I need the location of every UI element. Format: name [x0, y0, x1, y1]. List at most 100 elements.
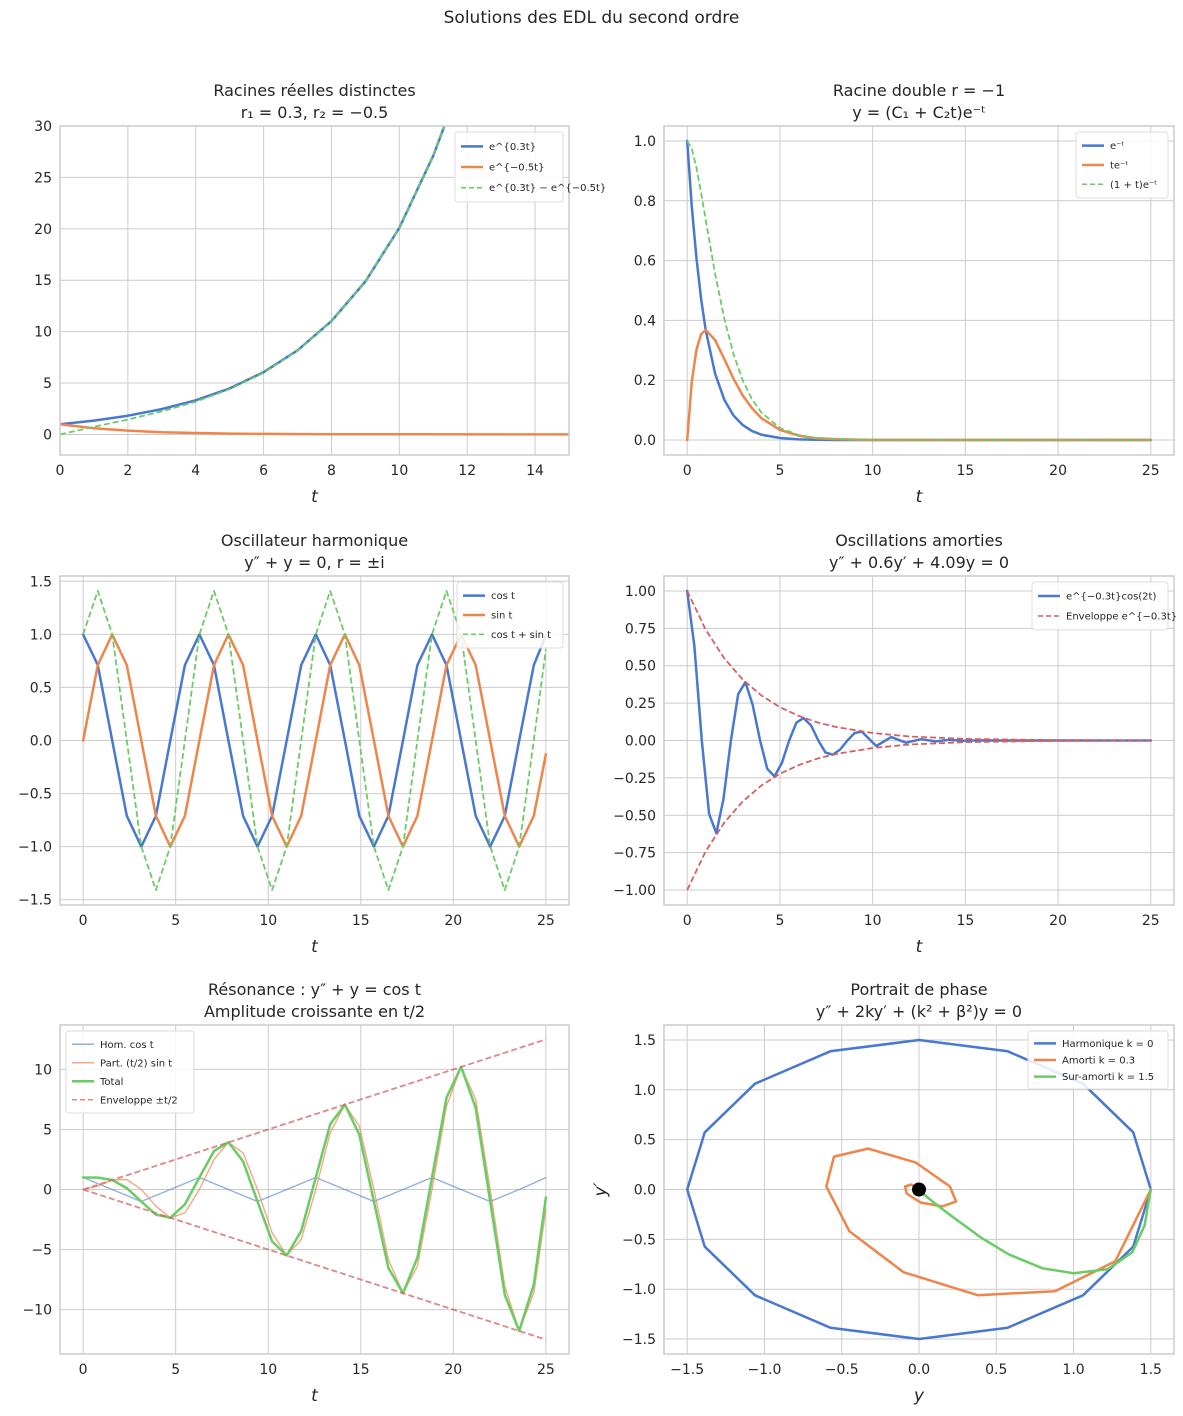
x-tick-label: 10 — [864, 913, 882, 929]
legend-label: e^{−0.3t}cos(2t) — [1066, 592, 1156, 603]
x-tick-label: 15 — [956, 913, 974, 929]
y-tick-label: −0.25 — [613, 771, 656, 787]
legend-box — [1027, 1030, 1169, 1090]
legend-label: e⁻ᵗ — [1110, 141, 1124, 152]
y-tick-label: 0.75 — [625, 621, 656, 637]
y-tick-label: 10 — [34, 1062, 52, 1078]
x-tick-label: 12 — [458, 463, 476, 479]
x-tick-label: 0 — [79, 1362, 88, 1378]
legend-label: Part. (t/2) sin t — [100, 1058, 172, 1069]
x-tick-label: 1.5 — [1140, 1362, 1162, 1378]
equilibrium-point — [912, 1182, 926, 1197]
y-tick-label: 0.25 — [625, 696, 656, 712]
y-tick-label: 0 — [43, 1183, 52, 1199]
subplot-title: y″ + 0.6y′ + 4.09y = 0 — [829, 553, 1009, 572]
y-tick-label: 0.4 — [634, 313, 656, 329]
series-line-p2-1 — [685, 328, 1153, 442]
subplot-title: Oscillateur harmonique — [221, 531, 408, 550]
x-tick-label: −0.5 — [825, 1362, 859, 1378]
y-tick-label: −0.75 — [613, 846, 656, 862]
legend-box — [1075, 131, 1169, 199]
x-tick-label: 15 — [352, 913, 370, 929]
x-axis-label: t — [311, 1386, 319, 1406]
x-tick-label: −1.0 — [747, 1362, 781, 1378]
legend-box — [454, 131, 564, 203]
y-tick-label: −1.5 — [622, 1332, 656, 1348]
y-tick-label: 0.0 — [634, 1183, 656, 1199]
legend-label: cos t — [491, 591, 515, 602]
subplot-title: Résonance : y″ + y = cos t — [208, 980, 421, 999]
y-tick-label: −1.0 — [622, 1282, 656, 1298]
legend-label: Harmonique k = 0 — [1062, 1039, 1153, 1050]
y-tick-label: 1.0 — [30, 627, 52, 643]
legend-label: Hom. cos t — [100, 1040, 154, 1051]
y-tick-label: −0.50 — [613, 808, 656, 824]
x-tick-label: 8 — [327, 463, 336, 479]
x-tick-label: 20 — [1049, 463, 1067, 479]
legend-label: (1 + t)e⁻ᵗ — [1110, 180, 1157, 191]
legend-box — [456, 581, 564, 649]
axes-frame — [663, 575, 1175, 906]
y-tick-label: 1.5 — [634, 1033, 656, 1049]
x-tick-label: 4 — [191, 463, 200, 479]
x-tick-label: 10 — [259, 1362, 277, 1378]
x-tick-label: 0 — [79, 913, 88, 929]
x-tick-label: 25 — [1142, 463, 1160, 479]
x-tick-label: 20 — [444, 1362, 462, 1378]
series-line-p2-2 — [686, 140, 1151, 441]
legend: e^{−0.3t}cos(2t) Enveloppe e^{−0.3t} — [1031, 581, 1177, 631]
subplot-p2: 0 5 10 15 20 25 0.0 0.2 0.4 0.6 0.8 1.0 t Racine doub… — [634, 81, 1175, 507]
series-line-p4-1 — [686, 590, 1151, 742]
subplot-title: Portrait de phase — [850, 980, 987, 999]
y-tick-label: 1.00 — [625, 584, 656, 600]
legend-label: sin t — [491, 611, 513, 622]
series-line-p6-1 — [825, 1147, 1153, 1297]
legend: Hom. cos t Part. (t/2) sin t Total Envelopp… — [65, 1030, 195, 1114]
x-tick-label: 0 — [683, 463, 692, 479]
subplot-title: y″ + y = 0, r = ±i — [244, 553, 384, 572]
y-tick-label: 15 — [34, 273, 52, 289]
axes-frame — [663, 1024, 1175, 1355]
x-tick-label: 6 — [259, 463, 268, 479]
legend-box — [65, 1030, 195, 1114]
subplot-title: y = (C₁ + C₂t)e⁻ᵗ — [852, 103, 986, 122]
subplot-title: Racines réelles distinctes — [213, 81, 415, 100]
legend: e⁻ᵗ te⁻ᵗ (1 + t)e⁻ᵗ — [1075, 131, 1169, 199]
y-tick-label: 20 — [34, 222, 52, 238]
subplot-p1: 0 2 4 6 8 10 12 14 0 5 10 15 20 25 30 t Racines réelles … — [34, 81, 606, 507]
y-tick-label: 1.5 — [30, 574, 52, 590]
y-tick-label: −10 — [22, 1303, 52, 1319]
x-axis-label: t — [311, 937, 319, 957]
y-tick-label: 30 — [34, 119, 52, 135]
y-tick-label: 1.0 — [634, 134, 656, 150]
subplot-title: Amplitude croissante en t/2 — [204, 1002, 425, 1021]
series-line-p6-2 — [917, 1188, 1153, 1275]
series-line-p4-2 — [686, 739, 1151, 891]
x-tick-label: 0.0 — [908, 1362, 930, 1378]
y-tick-label: −0.5 — [622, 1232, 656, 1248]
x-tick-label: 15 — [352, 1362, 370, 1378]
subplot-p6: −1.5 −1.0 −0.5 0.0 0.5 1.0 1.5 −1.5 −1.0 −0.5 0.0 0… — [591, 980, 1175, 1406]
y-axis-label: y′ — [591, 1182, 611, 1197]
x-tick-label: 0 — [56, 463, 65, 479]
x-axis-label: t — [311, 487, 319, 507]
y-tick-label: −1.5 — [18, 893, 52, 909]
legend-label: Amorti k = 0.3 — [1062, 1056, 1135, 1067]
subplot-p3: 0 5 10 15 20 25 −1.5 −1.0 −0.5 0.0 0.5 1.0 1.5 t Oscil… — [18, 531, 570, 957]
x-tick-label: 10 — [390, 463, 408, 479]
legend: e^{0.3t} e^{−0.5t} e^{0.3t} − e^{−0.5t} — [454, 131, 606, 203]
x-tick-label: 5 — [775, 463, 784, 479]
y-tick-label: 5 — [43, 376, 52, 392]
legend-label: e^{−0.5t} — [489, 163, 544, 174]
axes-frame — [59, 1024, 570, 1355]
y-tick-label: 0.50 — [625, 659, 656, 675]
y-tick-label: 0 — [43, 427, 52, 443]
y-tick-label: 5 — [43, 1122, 52, 1138]
legend-label: e^{0.3t} — [489, 142, 536, 153]
y-tick-label: 0.6 — [634, 254, 656, 270]
x-tick-label: 25 — [1142, 913, 1160, 929]
subplot-title: r₁ = 0.3, r₂ = −0.5 — [241, 103, 389, 122]
y-tick-label: 1.0 — [634, 1083, 656, 1099]
axes-frame — [663, 125, 1175, 456]
